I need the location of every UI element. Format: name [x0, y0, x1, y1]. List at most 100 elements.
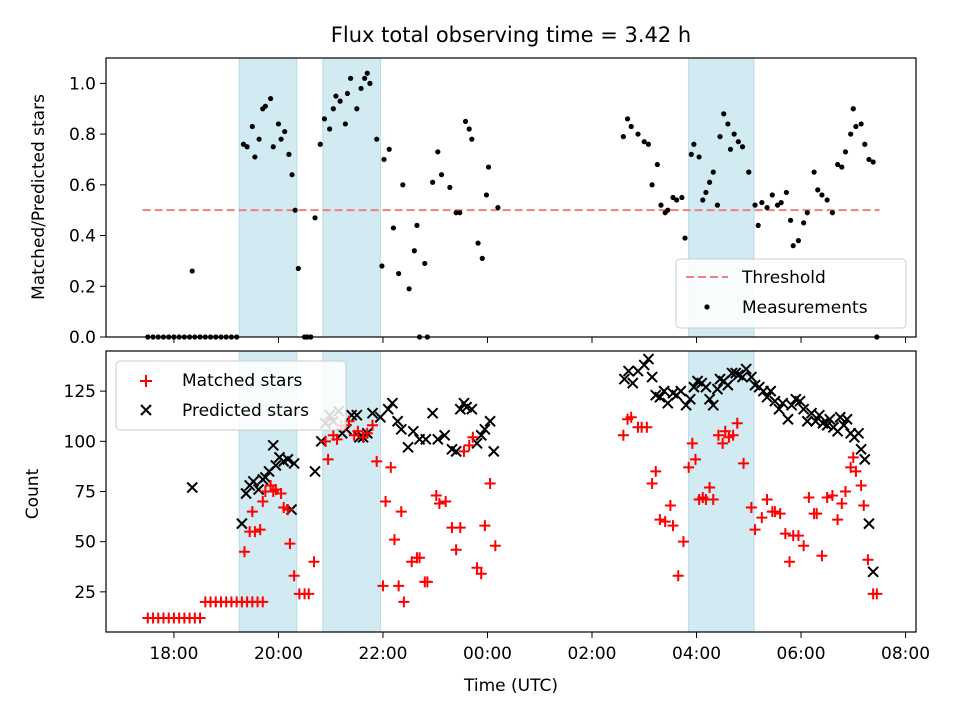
predicted-point: [773, 403, 785, 415]
measurement-point: [628, 123, 634, 130]
measurement-point: [457, 210, 463, 216]
measurement-point: [244, 144, 250, 150]
matched-point: [761, 494, 773, 506]
matched-point: [745, 502, 757, 514]
matched-point: [249, 526, 261, 538]
predicted-point: [382, 403, 394, 415]
measurement-point: [286, 151, 292, 157]
predicted-point: [402, 441, 414, 454]
matched-point: [683, 461, 695, 473]
measurement-point: [240, 141, 247, 147]
measurement-point: [691, 141, 697, 147]
measurement-point: [735, 139, 741, 145]
matched-point: [847, 451, 859, 463]
matched-point: [282, 504, 294, 516]
matched-point: [194, 612, 206, 624]
matched-point: [246, 506, 258, 518]
matched-point: [625, 411, 637, 423]
predicted-point: [309, 465, 321, 478]
measurement-point: [406, 286, 412, 292]
matched-point: [654, 514, 666, 526]
matched-point: [704, 481, 716, 493]
matched-point: [832, 514, 844, 526]
measurement-point: [870, 159, 876, 165]
matched-point: [719, 425, 731, 437]
measurement-point: [682, 235, 688, 241]
predicted-point: [863, 517, 875, 530]
measurement-point: [386, 146, 392, 152]
matched-point: [308, 556, 320, 568]
matched-point: [798, 540, 810, 552]
measurement-point: [278, 136, 284, 142]
measurement-point: [862, 141, 868, 147]
matched-point: [821, 492, 833, 504]
legend-matched-swatch: [140, 375, 152, 387]
measurement-point: [327, 126, 333, 132]
matched-point: [275, 488, 287, 500]
measurement-point: [462, 118, 469, 125]
matched-point: [377, 580, 389, 592]
predicted-point: [797, 403, 810, 415]
legend-box: [675, 258, 907, 329]
predicted-point: [395, 423, 407, 435]
measurement-point: [438, 172, 445, 178]
matched-point: [371, 455, 383, 467]
measurement-point: [727, 146, 734, 152]
measurement-point: [635, 131, 641, 137]
measurement-point: [641, 139, 647, 145]
measurement-point: [337, 98, 343, 104]
measurement-point: [275, 121, 282, 127]
x-tick-label: 20:00: [254, 644, 303, 664]
count-panel: 18:00 20:00 22:00 00:00 02:00 04:00 06:00 08:00…: [64, 350, 930, 664]
measurement-point: [819, 192, 825, 198]
measurement-point: [850, 106, 856, 112]
predicted-point: [688, 381, 700, 393]
matched-point: [257, 596, 269, 608]
matched-point: [862, 554, 874, 566]
measurement-point: [411, 248, 417, 254]
matched-point: [331, 433, 343, 445]
matched-point: [707, 494, 719, 506]
measurement-point: [665, 207, 671, 213]
measurement-point: [787, 217, 794, 223]
matched-point: [717, 437, 729, 449]
measurement-point: [414, 222, 420, 228]
matched-point: [650, 465, 662, 477]
legend-predicted-swatch: [140, 404, 152, 416]
predicted-point: [627, 377, 639, 389]
measurement-point: [295, 265, 301, 272]
matched-point: [489, 540, 501, 552]
predicted-point: [700, 381, 712, 393]
matched-point: [361, 427, 373, 439]
measurement-point: [317, 141, 323, 147]
measurement-point: [358, 85, 364, 92]
measurement-point: [679, 194, 685, 201]
matched-point: [393, 580, 405, 592]
measurement-point: [714, 202, 721, 208]
matched-point: [779, 528, 791, 540]
matched-point: [471, 562, 483, 574]
matched-point: [756, 512, 768, 524]
measurement-point: [262, 103, 268, 109]
measurement-point: [270, 144, 276, 150]
measurement-point: [289, 172, 295, 178]
matched-point: [484, 477, 496, 489]
measurement-point: [321, 116, 328, 122]
y-tick-label: 0.6: [69, 176, 96, 196]
measurement-point: [447, 184, 453, 190]
predicted-point: [711, 383, 724, 395]
predicted-point: [736, 371, 749, 383]
measurement-point: [769, 192, 775, 198]
predicted-point: [740, 363, 752, 375]
measurement-point: [422, 260, 428, 267]
measurement-point: [801, 220, 807, 226]
matched-point: [475, 568, 487, 580]
y-tick-label: 75: [74, 483, 96, 503]
predicted-point: [288, 457, 300, 470]
predicted-point: [484, 415, 496, 427]
matched-point: [385, 461, 397, 473]
matched-point: [749, 524, 761, 536]
measurement-point: [835, 161, 841, 168]
measurement-point: [649, 182, 655, 188]
shaded-span: [322, 57, 381, 338]
